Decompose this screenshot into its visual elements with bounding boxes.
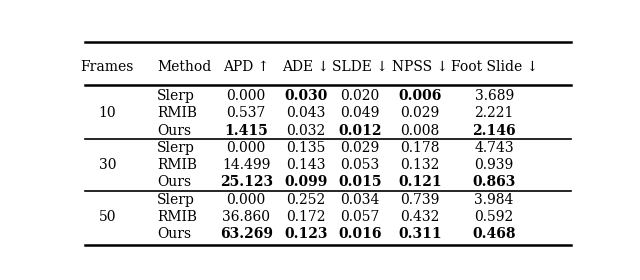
Text: 3.689: 3.689 [474, 89, 514, 103]
Text: 0.034: 0.034 [340, 193, 380, 207]
Text: 0.032: 0.032 [286, 123, 325, 137]
Text: 25.123: 25.123 [220, 175, 273, 189]
Text: Ours: Ours [157, 123, 191, 137]
Text: RMIB: RMIB [157, 106, 197, 120]
Text: SLDE ↓: SLDE ↓ [332, 60, 388, 74]
Text: 14.499: 14.499 [222, 158, 270, 172]
Text: 0.468: 0.468 [472, 227, 516, 241]
Text: Foot Slide ↓: Foot Slide ↓ [451, 60, 538, 74]
Text: 0.311: 0.311 [398, 227, 442, 241]
Text: 1.415: 1.415 [224, 123, 268, 137]
Text: 4.743: 4.743 [474, 141, 514, 155]
Text: 0.537: 0.537 [227, 106, 266, 120]
Text: 0.863: 0.863 [472, 175, 516, 189]
Text: APD ↑: APD ↑ [223, 60, 269, 74]
Text: 0.000: 0.000 [227, 89, 266, 103]
Text: Frames: Frames [81, 60, 134, 74]
Text: 0.015: 0.015 [339, 175, 382, 189]
Text: 0.252: 0.252 [286, 193, 325, 207]
Text: 0.049: 0.049 [340, 106, 380, 120]
Text: 0.099: 0.099 [284, 175, 328, 189]
Text: Slerp: Slerp [157, 193, 195, 207]
Text: ADE ↓: ADE ↓ [282, 60, 329, 74]
Text: 0.143: 0.143 [286, 158, 325, 172]
Text: 0.029: 0.029 [400, 106, 440, 120]
Text: 10: 10 [99, 106, 116, 120]
Text: 0.043: 0.043 [286, 106, 325, 120]
Text: RMIB: RMIB [157, 158, 197, 172]
Text: 2.221: 2.221 [474, 106, 514, 120]
Text: 0.057: 0.057 [340, 210, 380, 224]
Text: 2.146: 2.146 [472, 123, 516, 137]
Text: 36.860: 36.860 [222, 210, 270, 224]
Text: 0.739: 0.739 [400, 193, 440, 207]
Text: 0.939: 0.939 [474, 158, 514, 172]
Text: 0.172: 0.172 [286, 210, 325, 224]
Text: 0.030: 0.030 [284, 89, 328, 103]
Text: 3.984: 3.984 [474, 193, 514, 207]
Text: Method: Method [157, 60, 211, 74]
Text: 0.123: 0.123 [284, 227, 328, 241]
Text: 0.592: 0.592 [474, 210, 514, 224]
Text: Ours: Ours [157, 227, 191, 241]
Text: 0.121: 0.121 [398, 175, 442, 189]
Text: 0.016: 0.016 [339, 227, 382, 241]
Text: 0.053: 0.053 [340, 158, 380, 172]
Text: Slerp: Slerp [157, 141, 195, 155]
Text: 0.178: 0.178 [400, 141, 440, 155]
Text: 0.432: 0.432 [400, 210, 440, 224]
Text: 0.006: 0.006 [398, 89, 442, 103]
Text: 0.029: 0.029 [340, 141, 380, 155]
Text: Ours: Ours [157, 175, 191, 189]
Text: 0.012: 0.012 [339, 123, 382, 137]
Text: 0.000: 0.000 [227, 193, 266, 207]
Text: 0.008: 0.008 [400, 123, 440, 137]
Text: 63.269: 63.269 [220, 227, 273, 241]
Text: 0.000: 0.000 [227, 141, 266, 155]
Text: 0.020: 0.020 [340, 89, 380, 103]
Text: Slerp: Slerp [157, 89, 195, 103]
Text: NPSS ↓: NPSS ↓ [392, 60, 448, 74]
Text: 50: 50 [99, 210, 116, 224]
Text: RMIB: RMIB [157, 210, 197, 224]
Text: 30: 30 [99, 158, 116, 172]
Text: 0.132: 0.132 [400, 158, 440, 172]
Text: 0.135: 0.135 [286, 141, 325, 155]
